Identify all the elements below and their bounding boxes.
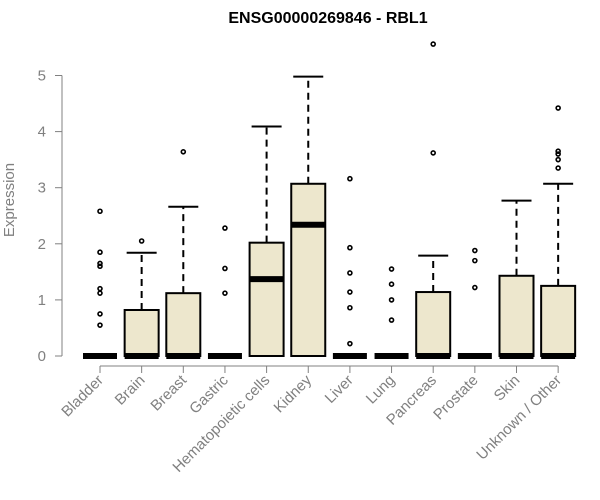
- box-rect: [165, 292, 202, 357]
- box-bladder: [83, 208, 117, 359]
- outlier-point: [555, 148, 561, 155]
- outlier-point: [388, 281, 395, 287]
- y-tick-label: 0: [38, 348, 46, 365]
- outlier-point: [97, 263, 103, 270]
- outlier-point: [222, 290, 228, 296]
- box-rect: [540, 284, 577, 357]
- outlier-point: [555, 151, 561, 157]
- box-unknown-other: [540, 105, 577, 359]
- outlier-point: [138, 238, 145, 244]
- box-skin: [498, 199, 535, 359]
- outlier-point: [97, 249, 103, 256]
- box-pancreas: [415, 41, 452, 359]
- x-tick-label: Lung: [363, 372, 399, 408]
- outlier-point: [347, 289, 353, 295]
- box-prostate: [457, 247, 492, 359]
- box-brain: [123, 238, 160, 359]
- box-rect: [498, 274, 535, 358]
- outlier-point: [347, 304, 353, 311]
- outlier-point: [555, 165, 561, 171]
- x-tick-label: Prostate: [430, 372, 482, 424]
- x-tick-label: Kidney: [271, 371, 316, 416]
- box-rect: [290, 182, 327, 357]
- y-tick-label: 5: [38, 68, 46, 85]
- outlier-point: [97, 208, 103, 215]
- y-axis-label: Expression: [1, 163, 18, 237]
- plot-area: [83, 41, 577, 359]
- outlier-point: [97, 311, 103, 317]
- box-rect: [415, 291, 452, 357]
- outlier-point: [222, 265, 228, 272]
- x-tick-label: Breast: [147, 371, 190, 414]
- chart-title: ENSG00000269846 - RBL1: [228, 10, 427, 27]
- box-kidney: [290, 75, 327, 357]
- outlier-point: [97, 290, 103, 296]
- outlier-point: [472, 257, 478, 264]
- box-liver: [332, 175, 367, 359]
- outlier-point: [222, 225, 228, 231]
- outlier-point: [388, 266, 395, 272]
- y-axis: 0 1 2 3 4 5: [38, 68, 63, 365]
- outlier-point: [180, 148, 187, 155]
- box-breast: [165, 148, 202, 359]
- x-tick-label: Liver: [322, 372, 357, 407]
- box-hematopoietic-cells: [248, 125, 285, 357]
- outlier-point: [347, 340, 353, 347]
- box-lung: [374, 266, 409, 359]
- outlier-point: [472, 247, 478, 254]
- outlier-point: [97, 260, 103, 267]
- outlier-point: [388, 297, 395, 303]
- y-tick-label: 4: [38, 124, 46, 141]
- outlier-point: [347, 175, 353, 182]
- outlier-point: [347, 270, 353, 276]
- outlier-point: [555, 156, 561, 163]
- box-rect: [123, 308, 160, 357]
- x-tick-label: Brain: [112, 372, 149, 409]
- outlier-point: [347, 244, 353, 251]
- box-rect: [248, 241, 285, 357]
- outlier-point: [430, 150, 437, 156]
- y-tick-label: 1: [38, 292, 46, 309]
- x-tick-label: Bladder: [58, 372, 107, 421]
- y-tick-label: 2: [38, 236, 46, 253]
- box-gastric: [207, 225, 242, 359]
- outlier-point: [388, 317, 395, 323]
- outlier-point: [472, 284, 478, 291]
- x-tick-label: Skin: [491, 372, 524, 405]
- outlier-point: [97, 285, 103, 292]
- y-tick-label: 3: [38, 180, 46, 197]
- outlier-point: [430, 41, 437, 47]
- outlier-point: [555, 105, 561, 111]
- outlier-point: [97, 322, 103, 328]
